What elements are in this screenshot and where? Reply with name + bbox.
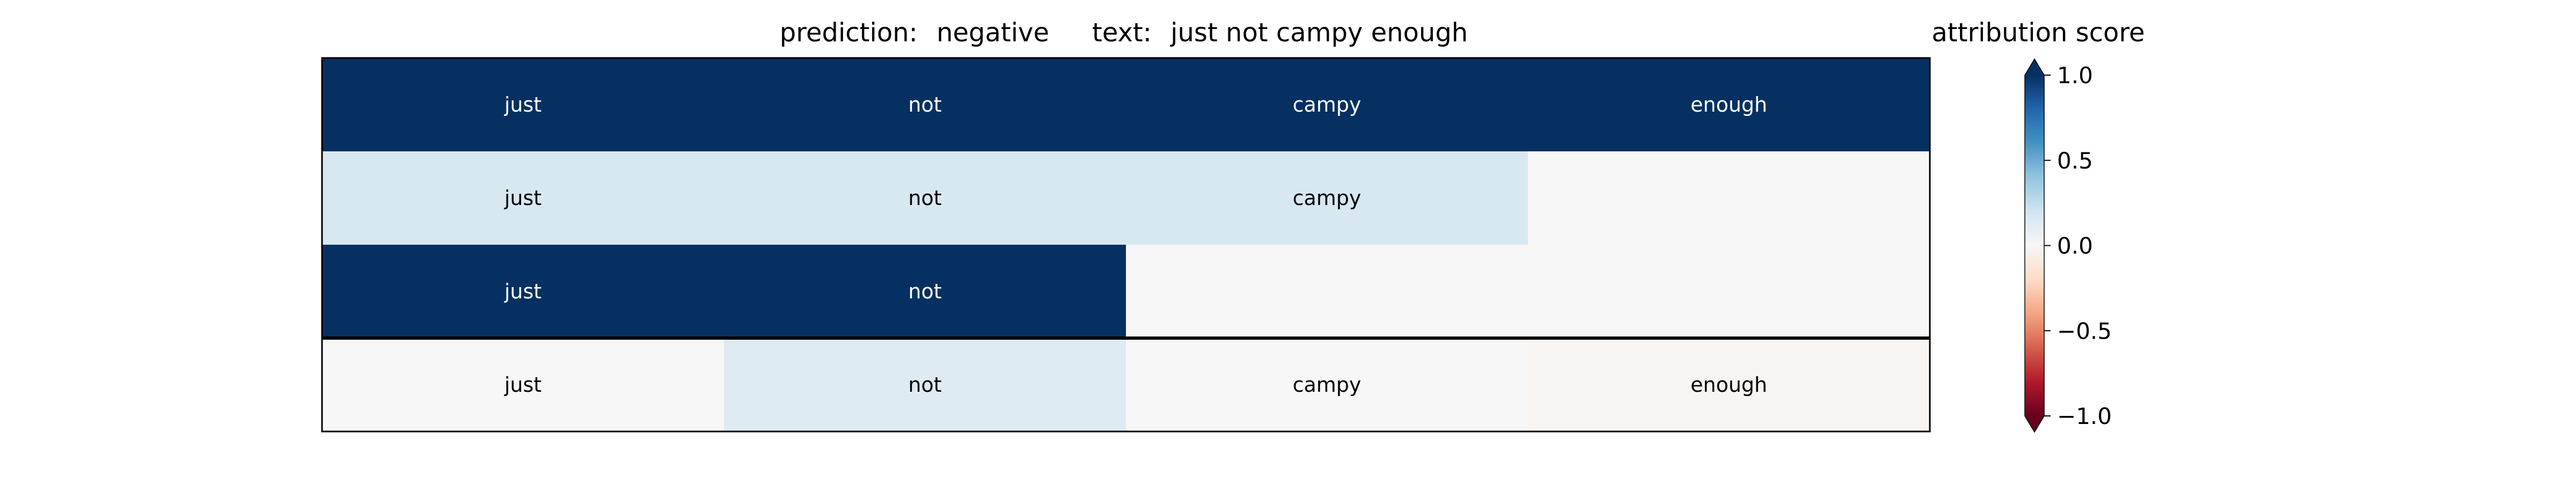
token-label: just (504, 93, 541, 116)
colorbar-gradient (2025, 75, 2044, 416)
colorbar-title: attribution score (1931, 18, 2145, 48)
colorbar-tick-label: 0.5 (2057, 148, 2093, 174)
colorbar: attribution score 1.0 0.5 0.0 −0.5 −1.0 (1931, 18, 2145, 433)
token-label: campy (1293, 186, 1362, 210)
text-value: just not campy enough (1170, 18, 1468, 48)
token-label: enough (1690, 373, 1767, 397)
title-prediction: prediction: negative (780, 18, 1049, 48)
colorbar-tick-label: −1.0 (2057, 403, 2112, 429)
token-label: not (908, 93, 941, 116)
heatmap-row: just not (322, 245, 1930, 339)
heatmap-cell (1126, 245, 1528, 339)
colorbar-tick-label: 0.0 (2057, 233, 2093, 259)
colorbar-extend-min (2025, 416, 2044, 432)
token-label: just (504, 373, 541, 397)
heatmap-row: just not campy enough (322, 58, 1930, 152)
heatmap-row: just not campy enough (322, 338, 1930, 432)
heatmap-cell (724, 58, 1126, 152)
prediction-label: prediction: (780, 18, 918, 48)
heatmap-cell (1528, 58, 1930, 152)
token-label: not (908, 186, 941, 210)
heatmap-cell (322, 338, 724, 432)
heatmap-cell (1528, 151, 1930, 245)
heatmap-row: just not campy (322, 151, 1930, 245)
heatmap-cell (1126, 151, 1528, 245)
token-label: just (504, 280, 541, 303)
heatmap-cell (724, 245, 1126, 339)
heatmap-cell (322, 245, 724, 339)
heatmap-cell (1528, 338, 1930, 432)
colorbar-extend-max (2025, 59, 2044, 75)
heatmap-cell (1126, 58, 1528, 152)
heatmap-cell (1126, 338, 1528, 432)
token-label: enough (1690, 93, 1767, 116)
colorbar-tick-label: 1.0 (2057, 62, 2093, 89)
heatmap-cell (724, 338, 1126, 432)
heatmap-cell (322, 58, 724, 152)
heatmap-cell (322, 151, 724, 245)
heatmap-frame (321, 57, 1931, 433)
heatmap-cell (724, 151, 1126, 245)
token-label: campy (1293, 373, 1362, 397)
token-label: just (504, 186, 541, 210)
text-label: text: (1092, 18, 1152, 48)
prediction-value: negative (936, 18, 1049, 48)
colorbar-tick-label: −0.5 (2057, 318, 2112, 344)
token-label: campy (1293, 93, 1362, 116)
title-text: text: just not campy enough (1092, 18, 1468, 48)
token-label: not (908, 373, 941, 397)
heatmap-cell (1528, 245, 1930, 339)
token-label: not (908, 280, 941, 303)
